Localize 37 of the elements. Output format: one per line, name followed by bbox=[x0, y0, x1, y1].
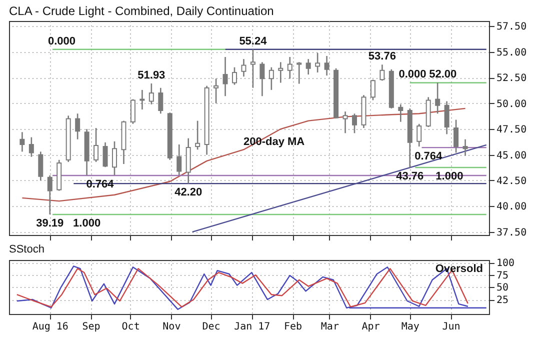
x-tick-label: Aug 16 bbox=[32, 322, 68, 332]
annotation: 0.000 bbox=[398, 68, 426, 81]
y-tick-label: 55.00 bbox=[496, 47, 527, 58]
annotation: 1.000 bbox=[73, 218, 101, 230]
y-tick-label: 52.50 bbox=[496, 73, 527, 84]
y-tick-label: 45.00 bbox=[496, 150, 527, 162]
x-tick-label: Apr bbox=[362, 322, 380, 332]
y-tick-label: 50 bbox=[496, 282, 509, 294]
y-tick-label: 25 bbox=[496, 295, 509, 306]
x-tick-label: Feb bbox=[284, 322, 302, 332]
annotation: Oversold bbox=[435, 263, 483, 275]
x-tick-label: Dec bbox=[202, 322, 220, 332]
chart-title: CLA - Crude Light - Combined, Daily Continuation bbox=[9, 4, 274, 18]
y-tick-label: 42.50 bbox=[496, 176, 527, 187]
y-tick-label: 75 bbox=[496, 270, 509, 282]
x-tick-label: May bbox=[401, 322, 420, 332]
annotation: 53.76 bbox=[368, 50, 396, 63]
x-tick-label: Jun bbox=[442, 322, 460, 332]
annotation: 39.19 bbox=[36, 218, 64, 230]
chart-title: SStoch bbox=[9, 244, 44, 256]
annotation: 52.00 bbox=[429, 68, 457, 81]
y-tick-label: 40.00 bbox=[496, 202, 527, 213]
y-tick-label: 47.50 bbox=[496, 124, 527, 136]
y-tick-label: 37.50 bbox=[496, 227, 527, 238]
annotation: 51.93 bbox=[138, 69, 166, 82]
annotation: 42.20 bbox=[174, 186, 202, 199]
y-tick-label: 50.00 bbox=[496, 98, 527, 110]
annotation: 0.000 bbox=[48, 35, 76, 48]
x-tick-label: Oct bbox=[122, 322, 140, 332]
annotation: 55.24 bbox=[239, 35, 268, 48]
x-tick-label: Nov bbox=[162, 322, 181, 332]
y-tick-label: 100 bbox=[496, 258, 515, 270]
y-tick-label: 57.50 bbox=[496, 22, 527, 33]
x-tick-label: Mar bbox=[320, 322, 339, 332]
x-tick-label: Jan 17 bbox=[234, 322, 270, 332]
annotation: 0.764 bbox=[414, 150, 443, 163]
x-tick-label: Sep bbox=[82, 322, 100, 332]
